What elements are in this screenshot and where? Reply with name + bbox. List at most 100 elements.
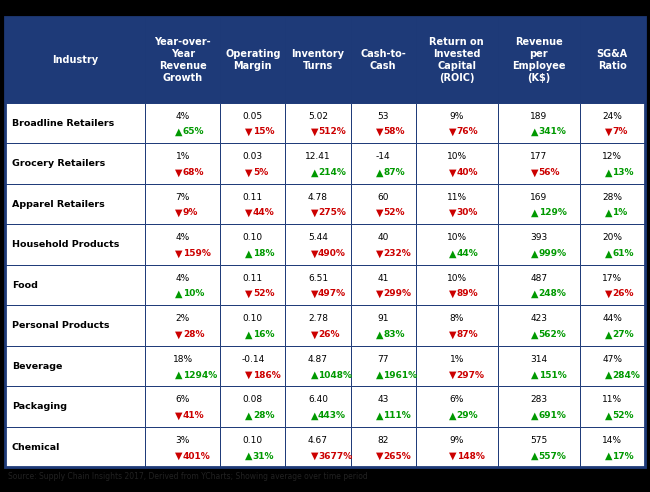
Text: 44%: 44% [253, 209, 274, 217]
Bar [498, 103, 580, 143]
Text: 5%: 5% [253, 168, 268, 177]
Text: ▼: ▼ [449, 289, 457, 299]
Text: 52%: 52% [253, 289, 274, 299]
Bar [285, 265, 350, 306]
Bar [498, 346, 580, 386]
Text: ▲: ▲ [531, 410, 539, 421]
Text: -14: -14 [376, 152, 391, 161]
Text: 562%: 562% [539, 330, 566, 339]
Bar [146, 17, 220, 103]
Text: 24%: 24% [603, 112, 622, 121]
Text: 297%: 297% [457, 370, 485, 379]
Bar [580, 427, 645, 467]
Bar [416, 17, 498, 103]
Bar [498, 224, 580, 265]
Text: ▲: ▲ [376, 167, 383, 178]
Text: 0.10: 0.10 [243, 233, 263, 242]
Text: 10%: 10% [447, 233, 467, 242]
Text: 87%: 87% [383, 168, 405, 177]
Bar [416, 224, 498, 265]
Bar [220, 306, 285, 346]
Text: 314: 314 [530, 355, 547, 364]
Text: 1294%: 1294% [183, 370, 217, 379]
Bar [285, 386, 350, 427]
Text: ▲: ▲ [311, 370, 318, 380]
Text: ▼: ▼ [245, 208, 253, 218]
Text: 2.78: 2.78 [308, 314, 328, 323]
Text: ▼: ▼ [449, 167, 457, 178]
Text: 68%: 68% [183, 168, 204, 177]
Text: 186%: 186% [253, 370, 281, 379]
Text: 41%: 41% [183, 411, 204, 420]
Bar [350, 386, 416, 427]
Text: ▲: ▲ [176, 370, 183, 380]
Text: 65%: 65% [183, 127, 204, 136]
Text: 61%: 61% [612, 249, 634, 258]
Text: 91: 91 [378, 314, 389, 323]
Bar [580, 346, 645, 386]
Text: ▼: ▼ [376, 127, 383, 137]
Bar [285, 224, 350, 265]
Text: Year-over-
Year
Revenue
Growth: Year-over- Year Revenue Growth [155, 37, 211, 83]
Text: 15%: 15% [253, 127, 274, 136]
Text: ▼: ▼ [311, 127, 318, 137]
Bar [580, 224, 645, 265]
Text: ▼: ▼ [176, 167, 183, 178]
Text: 7%: 7% [176, 193, 190, 202]
Bar [146, 184, 220, 224]
Text: Broadline Retailers: Broadline Retailers [12, 119, 114, 127]
Bar [416, 306, 498, 346]
Text: 275%: 275% [318, 209, 346, 217]
Bar [498, 184, 580, 224]
Bar [5, 386, 146, 427]
Bar [285, 103, 350, 143]
Text: 5.44: 5.44 [308, 233, 328, 242]
Text: Return on
Invested
Capital
(ROIC): Return on Invested Capital (ROIC) [430, 37, 484, 83]
Text: 28%: 28% [253, 411, 274, 420]
Text: 6%: 6% [176, 395, 190, 404]
Text: ▲: ▲ [449, 248, 457, 258]
Text: ▼: ▼ [176, 451, 183, 461]
Text: Food: Food [12, 280, 38, 290]
Text: 3%: 3% [176, 436, 190, 445]
Text: SG&A
Ratio: SG&A Ratio [597, 49, 628, 71]
Text: 13%: 13% [612, 168, 634, 177]
Text: ▲: ▲ [449, 410, 457, 421]
Bar [146, 386, 220, 427]
Text: 265%: 265% [383, 452, 411, 461]
Text: ▼: ▼ [311, 330, 318, 339]
Text: 29%: 29% [457, 411, 478, 420]
Text: ▲: ▲ [245, 330, 253, 339]
Text: ▼: ▼ [376, 208, 383, 218]
Bar [285, 306, 350, 346]
Text: 148%: 148% [457, 452, 485, 461]
Bar [220, 103, 285, 143]
Text: ▼: ▼ [376, 248, 383, 258]
Text: ▼: ▼ [245, 127, 253, 137]
Bar [5, 265, 146, 306]
Text: 0.03: 0.03 [243, 152, 263, 161]
Bar [498, 306, 580, 346]
Text: ▲: ▲ [604, 208, 612, 218]
Text: 52%: 52% [383, 209, 405, 217]
Text: ▼: ▼ [449, 127, 457, 137]
Text: 1%: 1% [612, 209, 627, 217]
Text: ▼: ▼ [245, 289, 253, 299]
Text: 423: 423 [530, 314, 547, 323]
Text: Personal Products: Personal Products [12, 321, 109, 330]
Bar [146, 306, 220, 346]
Text: ▲: ▲ [245, 410, 253, 421]
Text: 0.05: 0.05 [243, 112, 263, 121]
Bar [220, 346, 285, 386]
Text: 111%: 111% [383, 411, 411, 420]
Text: 177: 177 [530, 152, 547, 161]
Bar [580, 265, 645, 306]
Text: 9%: 9% [450, 112, 464, 121]
Text: ▲: ▲ [245, 248, 253, 258]
Text: 6.40: 6.40 [308, 395, 328, 404]
Bar [146, 427, 220, 467]
Text: 487: 487 [530, 274, 547, 283]
Bar [220, 386, 285, 427]
Text: 83%: 83% [383, 330, 405, 339]
Bar [285, 17, 350, 103]
